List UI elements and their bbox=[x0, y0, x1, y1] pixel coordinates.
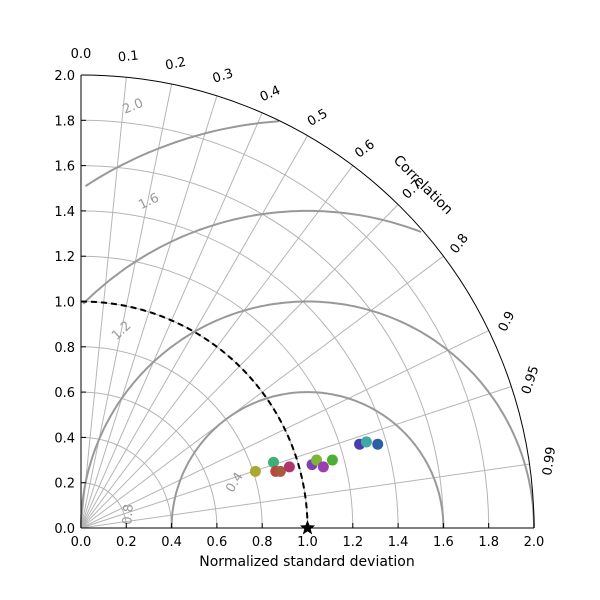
reference-star bbox=[299, 520, 316, 535]
correlation-tick-label: 0.6 bbox=[352, 137, 378, 161]
reference-std-arc bbox=[80, 300, 309, 529]
correlation-tick-label: 0.95 bbox=[519, 364, 542, 396]
rms-contour-label: 1.6 bbox=[136, 191, 161, 214]
correlation-tick-label: 0.4 bbox=[258, 83, 283, 105]
data-point bbox=[283, 461, 295, 473]
data-point bbox=[249, 465, 261, 477]
y-tick-label: 0.4 bbox=[54, 431, 75, 446]
y-tick-label: 1.4 bbox=[54, 205, 75, 220]
data-points bbox=[249, 436, 384, 535]
x-tick-label: 1.8 bbox=[478, 535, 499, 550]
correlation-tick-label: 0.99 bbox=[540, 446, 559, 477]
y-tick-label: 1.0 bbox=[54, 296, 75, 311]
y-tick-label: 0.2 bbox=[54, 477, 75, 492]
x-tick-label: 0.0 bbox=[71, 535, 92, 550]
std-gridline bbox=[80, 391, 218, 529]
y-tick-label: 1.6 bbox=[54, 160, 75, 175]
std-gridline bbox=[80, 482, 127, 529]
outer-arc bbox=[80, 74, 535, 529]
x-tick-label: 1.0 bbox=[297, 535, 318, 550]
correlation-tick-label: 0.3 bbox=[211, 66, 235, 87]
x-tick-label: 1.2 bbox=[342, 535, 363, 550]
std-arc-about-reference bbox=[80, 300, 535, 528]
correlation-tick-label: 0.5 bbox=[305, 106, 330, 129]
std-gridline bbox=[80, 210, 399, 529]
data-point bbox=[311, 454, 323, 466]
data-point bbox=[326, 454, 338, 466]
correlation-tick-label: 0.8 bbox=[448, 231, 472, 257]
std-arc-about-reference bbox=[82, 209, 422, 305]
data-point bbox=[274, 465, 286, 477]
data-point bbox=[268, 456, 280, 468]
y-tick-label: 0.8 bbox=[54, 341, 75, 356]
x-tick-label: 2.0 bbox=[524, 535, 545, 550]
data-point bbox=[360, 436, 372, 448]
y-tick-label: 0.6 bbox=[54, 386, 75, 401]
std-gridline bbox=[80, 165, 444, 529]
x-axis-title: Normalized standard deviation bbox=[199, 554, 414, 570]
rms-contour-label: 0.8 bbox=[120, 504, 137, 526]
std-gridline bbox=[80, 255, 354, 529]
y-tick-label: 2.0 bbox=[54, 69, 75, 84]
std-gridline bbox=[80, 119, 490, 529]
correlation-tick-label: 0.9 bbox=[496, 309, 519, 334]
std-arc-about-reference bbox=[84, 120, 280, 187]
correlation-axis-title: Correlation bbox=[390, 152, 456, 218]
tick-labels: 0.00.00.20.20.40.40.60.60.80.81.01.01.21… bbox=[54, 47, 559, 550]
data-point bbox=[372, 438, 384, 450]
x-tick-label: 0.2 bbox=[116, 535, 137, 550]
correlation-tick-label: 0.0 bbox=[71, 47, 92, 62]
rms-contour-label: 2.0 bbox=[121, 96, 146, 118]
correlation-tick-label: 0.1 bbox=[117, 48, 139, 65]
x-tick-label: 0.8 bbox=[252, 535, 273, 550]
rms-contour-label: 1.2 bbox=[109, 318, 134, 343]
data-point bbox=[317, 461, 329, 473]
x-tick-label: 0.4 bbox=[161, 535, 182, 550]
y-tick-label: 1.8 bbox=[54, 114, 75, 129]
std-arc-about-reference bbox=[170, 391, 445, 528]
y-tick-label: 1.2 bbox=[54, 250, 75, 265]
std-gridline bbox=[80, 346, 263, 529]
y-tick-label: 0.0 bbox=[54, 522, 75, 537]
x-tick-label: 1.4 bbox=[388, 535, 409, 550]
x-tick-label: 0.6 bbox=[207, 535, 228, 550]
rms-contour-label: 0.4 bbox=[223, 470, 247, 495]
correlation-tick-label: 0.2 bbox=[164, 55, 187, 74]
x-tick-label: 1.6 bbox=[433, 535, 454, 550]
